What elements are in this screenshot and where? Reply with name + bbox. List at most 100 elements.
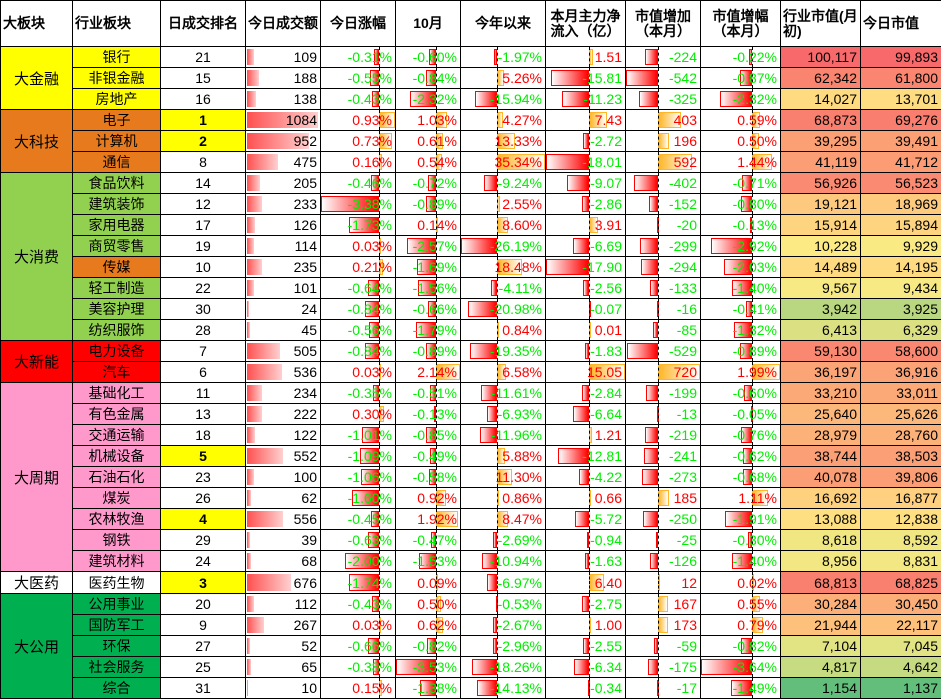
cap-start-cell: 14,027 bbox=[781, 89, 861, 110]
cap-start-cell: 39,295 bbox=[781, 131, 861, 152]
-value: -0.84% bbox=[413, 70, 457, 86]
turnover-cell: 122 bbox=[246, 425, 321, 446]
turnover-bar bbox=[247, 596, 254, 612]
major-sector-cell: 大医药 bbox=[1, 572, 73, 594]
ytd-change-cell: 18.48% bbox=[461, 257, 546, 278]
-value: 173 bbox=[674, 617, 697, 633]
cap-pct-cell: -2.32% bbox=[701, 89, 781, 110]
-value: -2.67% bbox=[498, 617, 542, 633]
-value: -59 bbox=[677, 638, 697, 654]
ytd-change-cell: 5.88% bbox=[461, 446, 546, 467]
rank-cell: 17 bbox=[161, 215, 246, 236]
col-ytd-change-header[interactable]: 今年以来 bbox=[461, 1, 546, 47]
rank-cell: 21 bbox=[161, 47, 246, 68]
-value: 0.30% bbox=[352, 406, 392, 422]
turnover-cell: 39 bbox=[246, 530, 321, 551]
col-turnover-header[interactable]: 今日成交额 bbox=[246, 1, 321, 47]
cap-start-cell-value: 36,197 bbox=[814, 364, 857, 380]
-value: -2.86 bbox=[590, 196, 622, 212]
-value: -3.53% bbox=[413, 659, 457, 675]
turnover-bar bbox=[247, 259, 262, 275]
rank-cell: 8 bbox=[161, 152, 246, 173]
ytd-change-cell: -9.24% bbox=[461, 173, 546, 194]
inflow-cell: -9.07 bbox=[546, 173, 626, 194]
bar-axis bbox=[589, 215, 590, 235]
col-rank-header[interactable]: 日成交排名 bbox=[161, 1, 246, 47]
col-cap-pct-header[interactable]: 市值增幅（本月） bbox=[701, 1, 781, 47]
-value: -0.60% bbox=[733, 385, 777, 401]
inflow-cell: -4.22 bbox=[546, 467, 626, 488]
oct-change-cell: -1.69% bbox=[396, 257, 461, 278]
cap-today-cell: 1,137 bbox=[861, 678, 941, 699]
negative-bar bbox=[582, 385, 589, 401]
ytd-change-cell: -1.97% bbox=[461, 47, 546, 68]
turnover-cell-value: 556 bbox=[294, 511, 317, 527]
-value: -0.66% bbox=[413, 301, 457, 317]
col-cap-today-header[interactable]: 今日市值 bbox=[861, 1, 941, 47]
turnover-cell-value: 39 bbox=[301, 532, 317, 548]
turnover-cell-value: 235 bbox=[294, 259, 317, 275]
industry-cell: 农林牧渔 bbox=[73, 509, 161, 530]
turnover-cell: 109 bbox=[246, 47, 321, 68]
today-change-cell: -0.84% bbox=[321, 299, 396, 320]
inflow-cell: -1.63 bbox=[546, 551, 626, 572]
negative-bar bbox=[645, 427, 658, 443]
cap-start-cell: 8,618 bbox=[781, 530, 861, 551]
-value: -1.09% bbox=[348, 448, 392, 464]
cap-start-cell-value: 59,130 bbox=[814, 343, 857, 359]
cap-add-cell: -299 bbox=[626, 236, 701, 257]
-value: -10.94% bbox=[490, 553, 542, 569]
-value: -273 bbox=[669, 469, 697, 485]
negative-bar bbox=[642, 469, 658, 485]
inflow-cell: 15.05 bbox=[546, 362, 626, 383]
-value: -0.63% bbox=[348, 532, 392, 548]
cap-add-cell: -325 bbox=[626, 89, 701, 110]
rank-cell: 5 bbox=[161, 446, 246, 467]
today-change-cell: 0.93% bbox=[321, 110, 396, 131]
turnover-bar bbox=[247, 427, 255, 443]
-value: -0.22% bbox=[733, 49, 777, 65]
col-major-sector-header[interactable]: 大板块 bbox=[1, 1, 73, 47]
positive-bar bbox=[658, 133, 669, 149]
today-change-cell: -0.46% bbox=[321, 173, 396, 194]
col-cap-start-header[interactable]: 行业市值(月初) bbox=[781, 1, 861, 47]
inflow-cell: 1.21 bbox=[546, 425, 626, 446]
-value: 0.55% bbox=[737, 596, 777, 612]
major-sector-cell: 大公用 bbox=[1, 594, 73, 699]
turnover-cell: 233 bbox=[246, 194, 321, 215]
-value: -0.58% bbox=[413, 469, 457, 485]
rank-cell: 11 bbox=[161, 383, 246, 404]
col-inflow-header[interactable]: 本月主力净流入（亿） bbox=[546, 1, 626, 47]
-value: -0.35% bbox=[348, 385, 392, 401]
-value: -1.38% bbox=[413, 680, 457, 696]
-value: -0.51% bbox=[413, 385, 457, 401]
col-oct-change-header[interactable]: 10月 bbox=[396, 1, 461, 47]
rank-cell: 4 bbox=[161, 509, 246, 530]
turnover-cell: 188 bbox=[246, 68, 321, 89]
bar-axis bbox=[497, 320, 498, 340]
cap-add-cell: -273 bbox=[626, 467, 701, 488]
oct-change-cell: -0.82% bbox=[396, 636, 461, 657]
turnover-cell: 505 bbox=[246, 341, 321, 362]
oct-change-cell: -0.89% bbox=[396, 194, 461, 215]
turnover-cell: 10 bbox=[246, 678, 321, 699]
cap-start-cell: 59,130 bbox=[781, 341, 861, 362]
col-industry-header[interactable]: 行业板块 bbox=[73, 1, 161, 47]
negative-bar bbox=[583, 133, 589, 149]
col-today-change-header[interactable]: 今日涨幅 bbox=[321, 1, 396, 47]
cap-pct-cell: -3.64% bbox=[701, 657, 781, 678]
ytd-change-cell: 8.47% bbox=[461, 509, 546, 530]
ytd-change-cell: 8.60% bbox=[461, 215, 546, 236]
ytd-change-cell: 2.55% bbox=[461, 194, 546, 215]
col-cap-add-header[interactable]: 市值增加（本月） bbox=[626, 1, 701, 47]
bar-axis bbox=[589, 110, 590, 130]
cap-today-cell: 9,434 bbox=[861, 278, 941, 299]
cap-start-cell: 19,121 bbox=[781, 194, 861, 215]
rank-cell-value: 12 bbox=[195, 196, 211, 212]
cap-start-cell-value: 4,817 bbox=[822, 659, 857, 675]
inflow-cell: 7.43 bbox=[546, 110, 626, 131]
